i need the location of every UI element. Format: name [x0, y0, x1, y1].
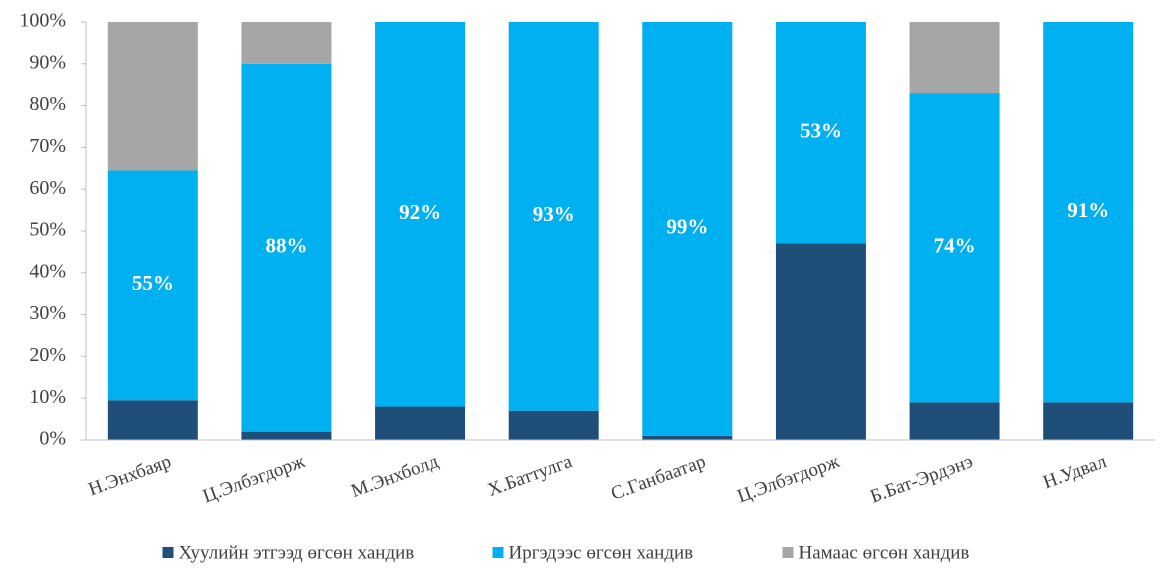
legend-swatch — [782, 547, 794, 558]
value-label: 99% — [666, 215, 708, 239]
x-tick-label: Н.Энхбаяр — [86, 451, 174, 500]
value-label: 92% — [399, 200, 441, 224]
value-label: 74% — [934, 234, 976, 258]
legend-swatch — [492, 547, 504, 558]
x-tick-label: Ц.Элбэгдорж — [200, 451, 308, 508]
bar-segment — [775, 22, 866, 244]
bar-segment — [508, 410, 599, 440]
bar-segment — [909, 22, 1000, 94]
bar-segment — [1043, 22, 1134, 403]
legend-swatch — [162, 547, 174, 558]
bar-segment — [508, 22, 599, 411]
x-tick-label: М.Энхболд — [348, 451, 441, 502]
bar-segment — [909, 93, 1000, 403]
y-tick-label: 20% — [29, 344, 66, 366]
value-label: 53% — [800, 119, 842, 143]
x-tick-label: Н.Удвал — [1040, 451, 1109, 493]
legend-label: Намаас өгсөн хандив — [799, 542, 970, 563]
bar-segment — [1043, 402, 1134, 440]
x-tick-label: Б.Бат-Эрдэнэ — [868, 451, 976, 508]
y-tick-label: 0% — [39, 428, 66, 450]
value-label: 55% — [132, 271, 174, 295]
bar-segment — [107, 400, 198, 440]
x-tick-label: С.Ганбаатар — [608, 451, 708, 505]
y-tick-label: 10% — [29, 386, 66, 408]
y-tick-label: 60% — [29, 177, 66, 199]
bar-segment — [909, 402, 1000, 440]
y-tick-label: 70% — [29, 135, 66, 157]
x-tick-label: Х.Баттулга — [485, 451, 575, 501]
bar-segment — [375, 22, 466, 407]
bar-segment — [241, 22, 332, 64]
bar-segment — [775, 243, 866, 440]
y-tick-label: 30% — [29, 302, 66, 324]
y-tick-label: 80% — [29, 93, 66, 115]
bar-segment — [107, 22, 198, 171]
y-tick-label: 90% — [29, 51, 66, 73]
bar-segment — [642, 22, 733, 436]
legend-label: Хуулийн этгээд өгсөн хандив — [179, 542, 415, 563]
y-tick-label: 50% — [29, 219, 66, 241]
y-tick-label: 40% — [29, 260, 66, 282]
bar-segment — [241, 63, 332, 432]
legend-label: Иргэдээс өгсөн хандив — [509, 542, 694, 563]
value-label: 88% — [265, 234, 307, 258]
bar-segment — [107, 170, 198, 401]
value-label: 93% — [533, 202, 575, 226]
bar-segment — [241, 431, 332, 440]
y-tick-label: 100% — [19, 10, 66, 32]
value-label: 91% — [1067, 198, 1109, 222]
bar-segment — [642, 435, 733, 440]
bar-segment — [375, 406, 466, 440]
x-tick-label: Ц.Элбэгдорж — [735, 451, 843, 508]
